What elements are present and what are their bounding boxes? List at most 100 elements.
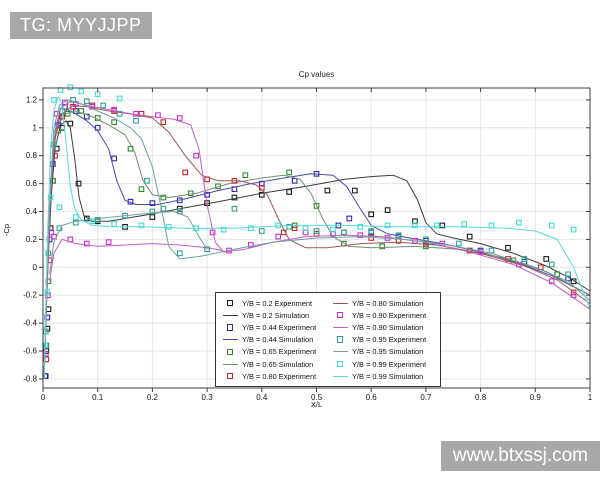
chart-legend: Y/B = 0.2 Experiment Y/B = 0.2 Simulation… — [215, 292, 441, 388]
experiment-point — [302, 225, 309, 232]
experiment-point — [89, 218, 96, 225]
experiment-point — [72, 214, 79, 220]
y-tick-label: -0.8 — [23, 374, 37, 383]
experiment-point — [505, 244, 511, 251]
legend-entry: Y/B = 0.80 Experiment — [222, 370, 324, 382]
experiment-point — [100, 102, 107, 109]
experiment-point — [548, 261, 555, 268]
experiment-point — [176, 115, 183, 121]
legend-entry: Y/B = 0.90 Experiment — [332, 309, 434, 321]
x-tick-label: 0.3 — [202, 393, 214, 402]
legend-entry-label: Y/B = 0.80 Simulation — [352, 298, 424, 308]
experiment-point — [258, 228, 265, 234]
legend-entry-label: Y/B = 0.2 Experiment — [242, 298, 313, 308]
experiment-point — [116, 110, 123, 117]
y-tick-label: 0.2 — [26, 235, 38, 244]
legend-entry: Y/B = 0.95 Experiment — [332, 334, 434, 346]
experiment-point — [565, 271, 571, 278]
legend-line-marker — [332, 351, 348, 353]
experiment-point — [47, 194, 54, 201]
legend-line-marker — [332, 326, 348, 328]
x-tick-label: 0.8 — [475, 393, 487, 402]
experiment-point — [67, 84, 74, 91]
legend-entry-label: Y/B = 0.95 Experiment — [352, 335, 427, 345]
legend-line-marker — [332, 375, 348, 377]
legend-entry-label: Y/B = 0.90 Simulation — [352, 322, 424, 332]
legend-square-marker — [222, 324, 238, 331]
x-tick-label: 0.4 — [256, 393, 268, 402]
legend-entry: Y/B = 0.90 Simulation — [332, 321, 434, 333]
y-tick-label: -0.2 — [23, 291, 37, 300]
legend-entry-label: Y/B = 0.2 Simulation — [242, 310, 310, 320]
experiment-point — [83, 215, 90, 222]
experiment-point — [149, 208, 156, 215]
experiment-point — [368, 211, 375, 218]
experiment-point — [439, 222, 446, 229]
experiment-point — [70, 97, 76, 103]
experiment-point — [488, 222, 495, 229]
experiment-point — [75, 180, 82, 187]
y-tick-label: 0 — [33, 263, 38, 272]
y-tick-label: 0.4 — [26, 207, 38, 216]
experiment-point — [548, 222, 555, 229]
experiment-point — [258, 191, 265, 198]
experiment-point — [313, 203, 320, 209]
legend-entry-label: Y/B = 0.44 Simulation — [242, 335, 314, 345]
experiment-point — [111, 155, 117, 162]
legend-square-marker — [332, 360, 348, 368]
experiment-point — [144, 177, 150, 184]
x-axis-label: X/L — [310, 400, 323, 409]
experiment-point — [412, 222, 418, 229]
experiment-point — [165, 223, 172, 230]
experiment-point — [51, 97, 57, 103]
experiment-point — [248, 242, 254, 248]
experiment-point — [543, 256, 550, 262]
legend-entry: Y/B = 0.65 Simulation — [222, 358, 324, 370]
experiment-point — [248, 225, 254, 232]
legend-entry-label: Y/B = 0.44 Experiment — [242, 322, 317, 332]
experiment-point — [286, 169, 293, 176]
experiment-point — [423, 236, 429, 243]
legend-entry: Y/B = 0.44 Experiment — [222, 321, 324, 333]
watermark-bottom: www.btxssj.com — [440, 441, 600, 471]
simulation-curve — [43, 96, 591, 379]
experiment-point — [94, 217, 101, 223]
legend-entry-label: Y/B = 0.65 Simulation — [242, 359, 314, 369]
legend-entry: Y/B = 0.2 Simulation — [222, 309, 324, 321]
legend-entry-label: Y/B = 0.80 Experiment — [242, 371, 317, 381]
experiment-point — [379, 243, 385, 250]
legend-square-marker — [222, 373, 238, 380]
experiment-point — [78, 88, 85, 95]
experiment-point — [357, 232, 364, 239]
experiment-point — [45, 250, 52, 257]
experiment-point — [43, 356, 50, 363]
x-tick-label: 0.1 — [92, 393, 104, 402]
watermark-top: TG: MYYJJPP — [10, 12, 152, 39]
experiment-point — [111, 119, 117, 126]
experiment-point — [291, 177, 298, 184]
legend-entry: Y/B = 0.2 Experiment — [222, 297, 324, 309]
legend-square-marker — [332, 312, 348, 319]
experiment-point — [204, 191, 210, 198]
experiment-point — [133, 117, 139, 124]
experiment-point — [242, 172, 249, 179]
y-tick-label: -0.4 — [23, 319, 37, 328]
experiment-point — [461, 221, 468, 227]
simulation-curve — [49, 211, 208, 275]
experiment-point — [275, 233, 282, 240]
experiment-point — [340, 229, 347, 236]
experiment-point — [346, 215, 353, 222]
experiment-point — [83, 240, 90, 247]
y-tick-label: 0.8 — [26, 151, 38, 160]
experiment-point — [51, 141, 57, 148]
legend-entry-label: Y/B = 0.90 Experiment — [352, 310, 427, 320]
experiment-point — [455, 240, 462, 247]
experiment-point — [149, 214, 156, 220]
experiment-point — [384, 222, 391, 229]
experiment-point — [160, 119, 167, 126]
x-tick-label: 0.5 — [311, 393, 323, 402]
y-tick-label: 1.2 — [26, 95, 38, 104]
experiment-point — [340, 229, 347, 236]
experiment-point — [395, 232, 402, 239]
legend-line-marker — [332, 302, 348, 304]
